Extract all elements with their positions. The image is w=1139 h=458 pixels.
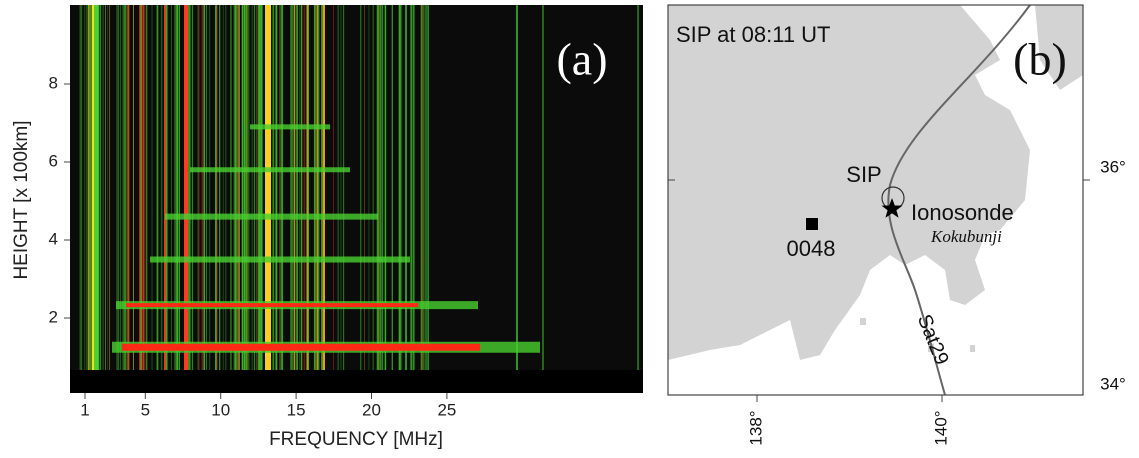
station-label: Kokubunji	[930, 227, 1002, 246]
map-title: SIP at 08:11 UT	[676, 22, 831, 47]
lon-tick-label: 140°	[931, 410, 950, 445]
y-tick-label: 8	[49, 73, 58, 92]
bottom-strip	[70, 370, 643, 393]
interference-lines	[79, 5, 639, 370]
sip-label: SIP	[846, 162, 881, 187]
panel-b: SIP at 08:11 UT (b) SIP Ionosonde Kokubu…	[667, 4, 1126, 446]
x-tick-label: 20	[362, 400, 381, 419]
x-tick-label: 1	[80, 400, 89, 419]
lon-tick-label: 138°	[746, 410, 765, 445]
ionosonde-star	[881, 198, 903, 218]
echo-traces	[112, 124, 540, 353]
lat-tick-label: 36°	[1100, 157, 1126, 176]
panel-label: (a)	[556, 34, 607, 85]
lat-tick-label: 34°	[1100, 374, 1126, 393]
panel-label: (b)	[1013, 34, 1067, 85]
x-tick-label: 15	[287, 400, 306, 419]
x-tick-label: 10	[211, 400, 230, 419]
y-axis-title: HEIGHT [x 100km]	[11, 120, 32, 279]
y-tick-label: 4	[49, 229, 58, 248]
land	[668, 5, 1030, 360]
ionosonde-label: Ionosonde	[911, 200, 1014, 225]
y-tick-label: 2	[49, 307, 58, 326]
x-tick-label: 25	[437, 400, 456, 419]
receiver-label: 0048	[787, 236, 836, 261]
y-tick-label: 6	[49, 151, 58, 170]
satellite-track	[887, 4, 1031, 396]
receiver-marker	[806, 218, 818, 230]
map-frame	[667, 4, 1084, 396]
x-axis-title: FREQUENCY [MHz]	[269, 429, 443, 450]
x-tick-label: 5	[141, 400, 150, 419]
land	[1035, 5, 1083, 90]
